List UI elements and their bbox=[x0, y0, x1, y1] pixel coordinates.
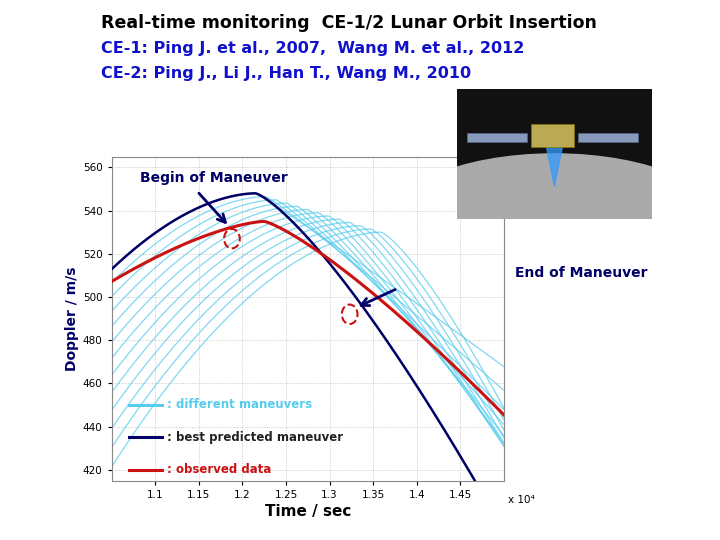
X-axis label: Time / sec: Time / sec bbox=[265, 504, 351, 519]
Text: Begin of Maneuver: Begin of Maneuver bbox=[140, 171, 288, 185]
Polygon shape bbox=[546, 147, 562, 186]
Text: Real-time monitoring  CE-1/2 Lunar Orbit Insertion: Real-time monitoring CE-1/2 Lunar Orbit … bbox=[101, 14, 597, 31]
Bar bbox=[577, 133, 638, 142]
Text: End of Maneuver: End of Maneuver bbox=[515, 266, 647, 280]
Text: x 10⁴: x 10⁴ bbox=[508, 495, 535, 505]
Y-axis label: Doppler / m/s: Doppler / m/s bbox=[65, 266, 78, 371]
Bar bbox=[531, 124, 574, 147]
Text: : best predicted maneuver: : best predicted maneuver bbox=[166, 431, 343, 444]
Bar bbox=[467, 133, 527, 142]
Text: : observed data: : observed data bbox=[166, 463, 271, 476]
Text: : different maneuvers: : different maneuvers bbox=[166, 399, 312, 411]
Ellipse shape bbox=[379, 154, 720, 309]
Text: CE-2: Ping J., Li J., Han T., Wang M., 2010: CE-2: Ping J., Li J., Han T., Wang M., 2… bbox=[101, 66, 471, 82]
Text: CE-1: Ping J. et al., 2007,  Wang M. et al., 2012: CE-1: Ping J. et al., 2007, Wang M. et a… bbox=[101, 40, 524, 56]
